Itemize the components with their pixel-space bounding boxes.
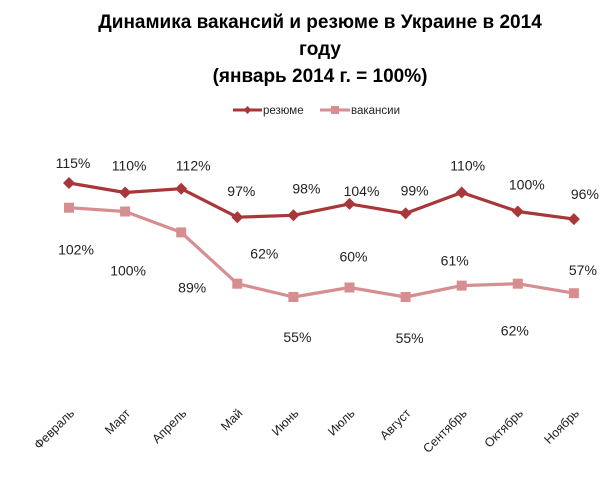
x-tick-label: Сентябрь [420, 406, 469, 455]
data-label-vacancies: 61% [441, 253, 469, 269]
data-point-resume [511, 205, 524, 218]
x-tick-label: Март [102, 406, 133, 437]
data-label-vacancies: 89% [178, 279, 206, 295]
legend-label-vacancies: вакансии [351, 105, 400, 117]
data-point-vacancies [456, 280, 467, 291]
plot-area: 115% 110% 112% 97% 98% 104% 99% 110% 100% 96% 102%… [56, 155, 599, 346]
legend: резюме вакансии [233, 105, 400, 117]
series-line-resume [68, 181, 575, 221]
data-point-vacancies [232, 278, 243, 289]
data-label-vacancies: 55% [396, 330, 424, 346]
chart-title: Динамика вакансий и резюме в Украине в 2… [98, 12, 542, 87]
data-point-resume [287, 209, 300, 222]
data-point-resume [119, 186, 132, 199]
data-point-resume [231, 211, 244, 224]
data-label-resume: 110% [112, 158, 147, 174]
data-label-resume: 115% [56, 155, 91, 171]
x-tick-label: Май [218, 406, 245, 433]
data-label-resume: 99% [401, 182, 429, 198]
x-tick-label: Июль [325, 406, 357, 438]
x-tick-label: Август [377, 406, 414, 443]
legend-label-resume: резюме [263, 105, 304, 117]
x-tick-label: Июнь [269, 406, 301, 438]
data-label-resume: 110% [450, 158, 485, 174]
data-point-resume [399, 207, 412, 220]
data-point-vacancies [568, 288, 579, 299]
data-point-vacancies [344, 282, 355, 293]
data-point-resume [343, 197, 356, 210]
data-label-vacancies: 60% [339, 249, 367, 265]
x-tick-label: Ноябрь [541, 406, 582, 447]
title-line-2: году [299, 39, 341, 60]
data-label-vacancies: 100% [110, 263, 146, 279]
data-label-resume: 97% [227, 183, 255, 199]
x-axis: Февраль Март Апрель Май Июнь Июль Август Сентяб… [31, 406, 582, 456]
x-tick-label: Апрель [149, 406, 189, 446]
data-label-vacancies: 55% [283, 329, 311, 345]
data-point-resume [175, 182, 188, 195]
data-label-resume: 104% [344, 183, 380, 199]
data-point-vacancies [120, 206, 131, 217]
x-tick-label: Февраль [31, 406, 77, 452]
series-line-vacancies [68, 206, 575, 299]
data-point-resume [455, 186, 468, 199]
title-line-3: (январь 2014 г. = 100%) [213, 66, 428, 87]
data-point-vacancies [512, 278, 523, 289]
title-line-1: Динамика вакансий и резюме в Украине в 2… [98, 12, 542, 33]
legend-item-vacancies: вакансии [320, 105, 400, 117]
data-label-resume: 98% [292, 180, 320, 196]
data-point-resume [63, 177, 75, 189]
data-label-vacancies: 62% [250, 246, 278, 262]
data-label-resume: 96% [571, 186, 599, 202]
data-point-resume [567, 213, 580, 226]
data-point-vacancies [176, 227, 187, 238]
data-label-resume: 112% [176, 158, 211, 174]
data-point-vacancies [64, 202, 74, 213]
data-label-vacancies: 102% [58, 242, 94, 258]
data-label-vacancies: 57% [569, 262, 597, 278]
legend-marker-resume [243, 106, 252, 114]
data-label-resume: 100% [509, 177, 545, 193]
legend-item-resume: резюме [233, 105, 304, 117]
data-point-vacancies [288, 292, 299, 302]
data-label-vacancies: 62% [501, 323, 529, 339]
data-point-vacancies [400, 292, 411, 302]
x-tick-label: Октябрь [482, 406, 526, 450]
legend-marker-vacancies [331, 106, 339, 114]
